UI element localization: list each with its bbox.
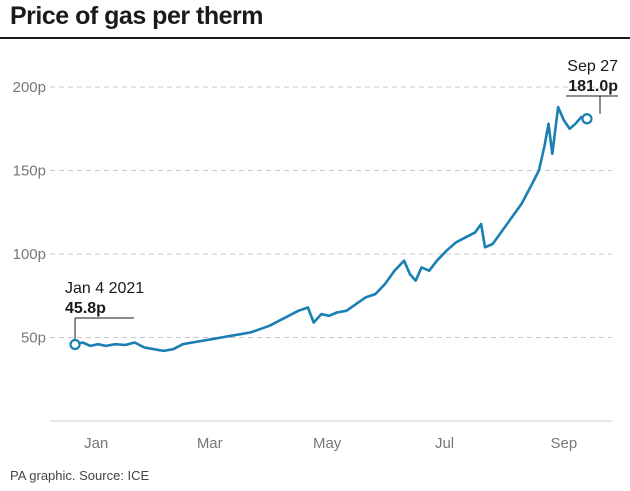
y-axis-labels: 50p 100p 150p 200p (13, 79, 46, 346)
annotation-start-label: Jan 4 2021 (65, 280, 144, 297)
page-title: Price of gas per therm (10, 2, 263, 30)
annotation-end-marker (581, 113, 593, 125)
series-line-gas-price (73, 105, 589, 353)
source-credit: PA graphic. Source: ICE (10, 468, 150, 483)
chart-annotations: Jan 4 2021 45.8p Sep 27 181.0p (65, 58, 618, 351)
x-tick-label: May (313, 435, 342, 452)
y-tick-label: 100p (13, 246, 46, 263)
annotation-start-value: 45.8p (65, 300, 106, 317)
x-tick-label: Jul (435, 435, 454, 452)
annotation-end-value: 181.0p (568, 78, 618, 95)
y-tick-label: 150p (13, 163, 46, 180)
x-tick-label: Jan (84, 435, 108, 452)
y-tick-label: 50p (21, 330, 46, 347)
x-axis-labels: Jan Mar May Jul Sep (84, 435, 577, 452)
title-divider (0, 37, 630, 39)
annotation-start-marker (69, 338, 81, 351)
x-tick-label: Sep (551, 435, 578, 452)
grid-lines (50, 86, 612, 339)
y-tick-label: 200p (13, 79, 46, 96)
annotation-end-label: Sep 27 (567, 58, 618, 75)
x-tick-label: Mar (197, 435, 223, 452)
